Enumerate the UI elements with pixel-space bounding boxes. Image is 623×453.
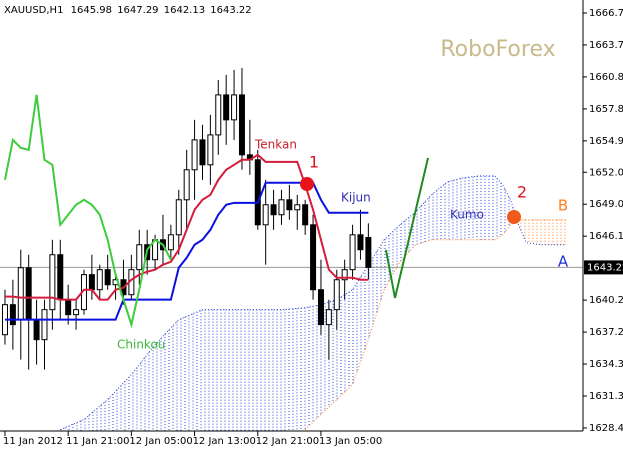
y-tick-label: 1663.75: [589, 40, 623, 51]
candle-body: [262, 204, 269, 226]
candle-body: [96, 269, 103, 291]
header: XAUUSD,H1 1645.98 1647.29 1642.13 1643.2…: [4, 5, 252, 16]
candle-body: [191, 139, 198, 171]
x-tick-label: 12 Jan 05:00: [129, 436, 192, 447]
series-label: Chinkou: [117, 338, 165, 352]
indicator-line: [3, 94, 172, 329]
candle-body: [231, 94, 238, 121]
candle-body: [333, 279, 340, 311]
candle-body: [223, 94, 230, 121]
candle-body: [207, 134, 214, 166]
candle-body: [270, 204, 277, 216]
candle-body: [33, 319, 40, 341]
candle-body: [238, 94, 245, 156]
cloud: [60, 175, 566, 431]
candle-body: [199, 139, 206, 166]
y-tick-label: 1640.20: [589, 295, 623, 306]
candle-body: [104, 269, 111, 286]
header-open: 1645.98: [71, 5, 112, 16]
y-tick-label: 1637.25: [589, 327, 623, 338]
signal-marker-1: [300, 177, 314, 191]
candle-body: [254, 159, 261, 226]
candle-body: [349, 234, 356, 271]
candle-body: [286, 199, 293, 211]
projection-line: [385, 157, 429, 299]
header-close: 1643.22: [210, 5, 251, 16]
cloud-label: Kumo: [450, 208, 484, 222]
series-label: Kijun: [341, 191, 371, 205]
candle-body: [365, 236, 372, 268]
y-tick-label: 1660.80: [589, 72, 623, 83]
candle-body: [302, 204, 309, 226]
candle-body: [136, 244, 143, 271]
x-tick-label: 13 Jan 05:00: [319, 436, 382, 447]
candles: [1, 67, 372, 370]
indicator-line: [4, 153, 369, 301]
candle-body: [294, 204, 301, 211]
x-tick-label: 11 Jan 2012: [3, 436, 63, 447]
candle-body: [215, 94, 222, 136]
candle-body: [49, 254, 56, 311]
plot-area: [0, 67, 583, 431]
price-label: 1643.22: [587, 262, 623, 273]
series-label: Tenkan: [254, 138, 297, 152]
y-tick-label: 1631.35: [589, 391, 623, 402]
price-box: [584, 260, 623, 275]
header-high: 1647.29: [117, 5, 158, 16]
candle-body: [357, 234, 364, 251]
signal-marker-2: [507, 210, 521, 224]
symbol: XAUUSD,H1: [4, 5, 63, 16]
candle-body: [73, 309, 80, 316]
candle-body: [175, 199, 182, 236]
y-tick-label: 1657.85: [589, 104, 623, 115]
x-tick-label: 11 Jan 21:00: [66, 436, 129, 447]
candle-body: [88, 274, 95, 291]
y-tick-label: 1666.70: [589, 8, 623, 19]
marker-label: 2: [517, 183, 527, 202]
level-label: A: [558, 253, 569, 271]
x-tick-label: 12 Jan 21:00: [256, 436, 319, 447]
candle-body: [17, 267, 24, 321]
watermark: RoboForex: [440, 37, 555, 62]
level-label: B: [558, 197, 568, 215]
candle-body: [341, 269, 348, 281]
candle-body: [325, 309, 332, 326]
x-tick-label: 12 Jan 13:00: [193, 436, 256, 447]
candle-body: [41, 309, 48, 341]
candle-body: [57, 254, 64, 301]
candle-body: [278, 199, 285, 216]
y-tick-label: 1649.05: [589, 199, 623, 210]
y-tick-label: 1628.40: [589, 423, 623, 434]
marker-label: 1: [309, 153, 319, 172]
candle-body: [25, 267, 32, 321]
candle-body: [9, 304, 16, 326]
y-tick-label: 1652.00: [589, 167, 623, 178]
y-tick-label: 1634.30: [589, 359, 623, 370]
candle-body: [65, 299, 72, 316]
candle-body: [183, 169, 190, 201]
cloud-span-a: [60, 175, 566, 431]
candle-body: [317, 289, 324, 326]
y-tick-label: 1646.10: [589, 231, 623, 242]
header-low: 1642.13: [164, 5, 205, 16]
candle-body: [167, 234, 174, 251]
y-tick-label: 1654.90: [589, 136, 623, 147]
candle-body: [310, 224, 317, 291]
